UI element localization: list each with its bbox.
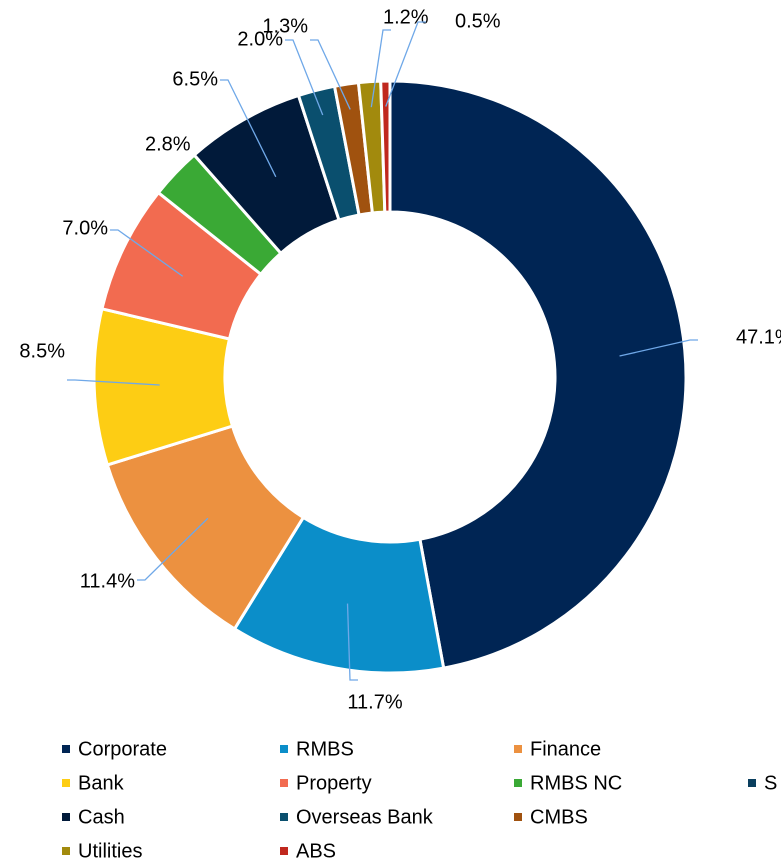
leader-line [385,21,426,107]
legend-swatch [514,779,522,787]
legend-label: Finance [530,738,601,760]
donut-slice [379,79,392,214]
legend-label: S [764,772,777,794]
legend-swatch [62,813,70,821]
leader-line [619,339,698,357]
leader-line [285,39,324,116]
legend-label: CMBS [530,806,588,828]
data-label: 1.2% [383,6,429,28]
leader-line [370,29,391,108]
legend-label: Corporate [78,738,167,760]
legend-label: ABS [296,840,336,862]
data-label: 1.3% [262,15,308,37]
data-label: 8.5% [19,340,65,362]
leader-line [137,517,209,581]
leader-line [110,229,184,277]
data-label: 11.7% [347,691,402,713]
data-label: 6.5% [172,68,218,90]
legend-swatch [280,847,288,855]
legend-label: RMBS NC [530,772,622,794]
legend-swatch [514,745,522,753]
leader-line [220,79,277,178]
legend-swatch [748,779,756,787]
legend-label: RMBS [296,738,354,760]
leader-line [67,379,160,386]
legend-label: Bank [78,772,125,794]
legend-swatch [62,847,70,855]
data-label: 47.1% [736,326,781,348]
data-label: 2.0% [237,28,283,50]
legend-label: Property [296,772,372,794]
legend-swatch [280,813,288,821]
data-label: 0.5% [455,10,501,32]
legend-swatch [280,779,288,787]
leader-line [310,39,351,110]
data-label: 7.0% [62,217,108,239]
legend-label: Overseas Bank [296,806,434,828]
data-label: 11.4% [80,570,135,592]
leader-line [346,603,358,681]
donut-slice [388,79,688,670]
legend-swatch [62,779,70,787]
legend-swatch [514,813,522,821]
legend-label: Utilities [78,840,142,862]
legend-swatch [280,745,288,753]
legend-label: Cash [78,806,125,828]
data-label: 2.8% [145,133,191,155]
legend-swatch [62,745,70,753]
